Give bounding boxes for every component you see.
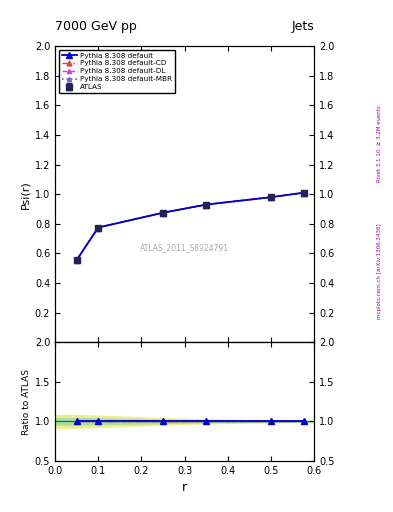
Pythia 8.308 default: [204, 202, 209, 208]
Pythia 8.308 default-DL: [74, 257, 79, 263]
Pythia 8.308 default-DL: [269, 194, 274, 200]
Pythia 8.308 default-MBR: [96, 224, 101, 230]
Pythia 8.308 default: [269, 194, 274, 200]
Legend: Pythia 8.308 default, Pythia 8.308 default-CD, Pythia 8.308 default-DL, Pythia 8: Pythia 8.308 default, Pythia 8.308 defau…: [59, 50, 175, 93]
X-axis label: r: r: [182, 481, 187, 494]
Pythia 8.308 default-MBR: [74, 257, 79, 263]
Line: Pythia 8.308 default: Pythia 8.308 default: [74, 190, 307, 263]
Text: mcplots.cern.ch [arXiv:1306.3436]: mcplots.cern.ch [arXiv:1306.3436]: [377, 224, 382, 319]
Pythia 8.308 default-CD: [74, 257, 79, 263]
Text: Rivet 3.1.10, ≥ 3.2M events: Rivet 3.1.10, ≥ 3.2M events: [377, 105, 382, 182]
Pythia 8.308 default-DL: [96, 224, 101, 230]
Pythia 8.308 default-MBR: [161, 209, 165, 216]
Line: Pythia 8.308 default-DL: Pythia 8.308 default-DL: [75, 190, 306, 262]
Pythia 8.308 default-DL: [204, 202, 209, 208]
Pythia 8.308 default-DL: [161, 209, 165, 216]
Pythia 8.308 default-CD: [96, 224, 101, 230]
Pythia 8.308 default-CD: [269, 194, 274, 200]
Text: ATLAS_2011_S8924791: ATLAS_2011_S8924791: [140, 243, 229, 252]
Pythia 8.308 default: [301, 189, 306, 196]
Pythia 8.308 default: [96, 224, 101, 230]
Line: Pythia 8.308 default-CD: Pythia 8.308 default-CD: [74, 190, 306, 263]
Pythia 8.308 default-DL: [301, 189, 306, 196]
Pythia 8.308 default-MBR: [269, 194, 274, 200]
Y-axis label: Psi(r): Psi(r): [20, 180, 31, 208]
Pythia 8.308 default-CD: [301, 189, 306, 196]
Pythia 8.308 default-MBR: [301, 189, 306, 196]
Text: 7000 GeV pp: 7000 GeV pp: [55, 20, 137, 33]
Pythia 8.308 default: [161, 209, 165, 216]
Text: Jets: Jets: [292, 20, 314, 33]
Pythia 8.308 default: [74, 257, 79, 263]
Pythia 8.308 default-MBR: [204, 202, 209, 208]
Pythia 8.308 default-CD: [161, 209, 165, 216]
Y-axis label: Ratio to ATLAS: Ratio to ATLAS: [22, 369, 31, 435]
Line: Pythia 8.308 default-MBR: Pythia 8.308 default-MBR: [75, 190, 306, 262]
Pythia 8.308 default-CD: [204, 202, 209, 208]
